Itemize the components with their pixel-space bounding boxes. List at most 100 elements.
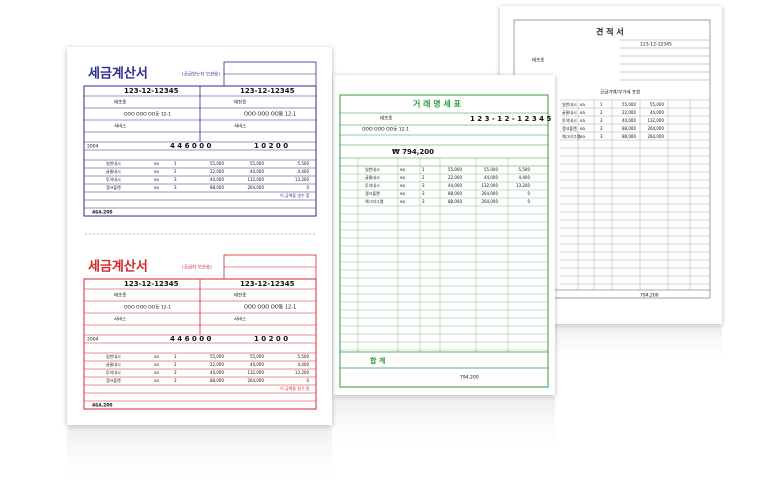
company-name: 태진종 [234,292,246,299]
year: 2004 [87,337,99,343]
item-cell: 44,000 [210,177,224,182]
item-cell: ea [154,169,159,174]
item-cell: 투석내시 [562,117,577,123]
item-cell: 264,000 [481,199,498,204]
reg-no: 123-12-12345 [124,87,179,95]
item-cell: 88,000 [448,199,462,204]
item-cell: 투석내시 [106,369,121,375]
item-cell: 3 [422,183,425,188]
item-cell: 일반내시 [365,166,380,172]
item-cell: 44,000 [250,362,264,367]
item-cell: 132,000 [481,183,498,188]
company-name: 태조종 [114,99,126,106]
item-cell: 55,000 [650,102,664,107]
copy-label: (공급자 보관용) [182,264,212,271]
item-cell: 22,000 [210,362,224,367]
item-cell: ea [154,362,159,367]
item-cell: 55,000 [210,161,224,166]
item-cell: 22,000 [622,110,636,115]
receipt-label: 이 금액을 영수 함 [280,192,310,198]
item-cell: 굴물내시 [106,168,121,174]
item-cell: 쟁크플랜 [106,184,121,190]
item-cell: ea [154,378,159,383]
item-cell: 5,500 [298,161,310,166]
invoice-title: 세금계산서 [88,259,148,275]
item-cell: 44,000 [484,175,498,180]
customer: 태조종 [532,57,544,64]
item-cell: 일반내시 [106,353,121,359]
item-cell: 264,000 [247,378,264,383]
item-cell: 쟁크플랜 [562,125,577,131]
item-cell: 264,000 [481,191,498,196]
item-cell: 0 [527,199,530,204]
item-cell: 44,000 [448,183,462,188]
year: 2004 [87,144,99,150]
item-cell: 132,000 [247,177,264,182]
item-cell: ea [580,110,585,115]
receipt-label: 이 금액을 청구 함 [280,385,310,391]
item-cell: 55,000 [448,167,462,172]
item-cell: 22,000 [210,169,224,174]
item-cell: 88,000 [622,134,636,139]
item-cell: 3 [600,134,603,139]
item-cell: 0 [306,378,309,383]
item-cell: 55,000 [484,167,498,172]
item-cell: 3 [600,126,603,131]
item-cell: 해그러그램 [562,133,581,139]
item-cell: 1 [174,161,177,166]
item-cell: 5,500 [298,354,310,359]
sheet [333,75,555,395]
item-cell: 55,000 [250,354,264,359]
address: OOO OOO OO동 12-1 [244,305,296,311]
item-cell: 2 [600,110,603,115]
item-cell: 44,000 [250,169,264,174]
item-cell: 44,000 [650,110,664,115]
item-cell: 13,200 [295,177,309,182]
item-cell: 0 [306,185,309,190]
item-cell: 3 [174,370,177,375]
item-cell: 55,000 [250,161,264,166]
reg-no: 123-12-12345 [240,87,295,95]
item-cell: 88,000 [448,191,462,196]
item-cell: 264,000 [647,126,664,131]
footer-total: 794,200 [460,375,479,381]
company-name: 태조종 [114,292,126,299]
subtitle: 공급가액/부가세 포함 [600,89,640,96]
total: 464,200 [92,210,113,216]
item-cell: ea [154,161,159,166]
reg-no: 123-12-12345 [240,280,295,288]
item-cell: 88,000 [210,378,224,383]
item-cell: 3 [174,185,177,190]
item-cell: 3 [174,378,177,383]
footer-total: 794,200 [640,293,659,299]
item-cell: 0 [527,191,530,196]
item-cell: 55,000 [210,354,224,359]
item-cell: 5,500 [519,167,531,172]
item-cell: 55,000 [622,102,636,107]
item-cell: 투석내시 [106,176,121,182]
tax-amount: 1 0 2 0 0 [254,142,288,150]
item-cell: 88,000 [210,185,224,190]
business-type: 서비스 [114,316,126,323]
address: OOO OOO OO동 12-1 [244,112,296,118]
estimate-title: 견 적 서 [596,27,624,37]
item-cell: ea [580,118,585,123]
item-cell: 2 [174,362,177,367]
copy-label: (공급받는자 보관용) [182,71,220,78]
statement-title: 거 래 명 세 표 [413,99,462,109]
reg-no: 1 2 3 - 1 2 - 1 2 3 4 5 [470,115,551,123]
item-cell: ea [580,134,585,139]
item-cell: 해그러그램 [365,198,384,204]
reflection [333,397,555,457]
item-cell: ea [154,185,159,190]
company-name: 태조종 [380,115,392,122]
supply-amount: 4 4 6 0 0 0 [170,335,212,343]
business-type: 서비스 [234,123,246,130]
item-cell: 일반내시 [106,160,121,166]
item-cell: ea [400,167,405,172]
tax-amount: 1 0 2 0 0 [254,335,288,343]
item-cell: ea [154,177,159,182]
item-cell: 1 [174,354,177,359]
item-cell: ea [400,199,405,204]
